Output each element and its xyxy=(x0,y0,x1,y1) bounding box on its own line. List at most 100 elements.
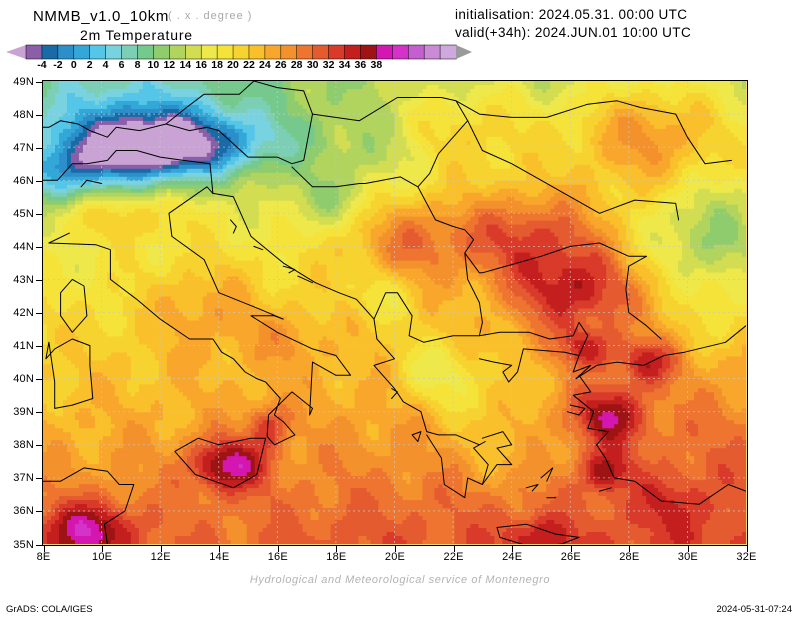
colorbar-bin xyxy=(200,44,218,60)
initialisation-time: initialisation: 2024.05.31. 00:00 UTC xyxy=(455,7,687,22)
colorbar-over-arrow xyxy=(456,45,472,59)
longitude-label: 16E xyxy=(268,551,288,563)
colorbar-bin xyxy=(169,44,186,60)
latitude-label: 37N xyxy=(0,472,34,484)
colorbar-tick-label: 8 xyxy=(135,59,141,71)
colorbar-tick-label: 26 xyxy=(275,59,287,71)
colorbar-tick-label: 2 xyxy=(87,59,93,71)
latitude-tick xyxy=(36,478,42,480)
colorbar-bin xyxy=(423,44,441,60)
colorbar-bin xyxy=(137,44,155,60)
latitude-tick xyxy=(36,114,42,116)
longitude-tick xyxy=(160,546,162,552)
latitude-label: 36N xyxy=(0,505,34,517)
longitude-label: 20E xyxy=(385,551,405,563)
latitude-label: 46N xyxy=(0,175,34,187)
longitude-label: 8E xyxy=(37,551,51,563)
colorbar-under-arrow xyxy=(6,45,26,59)
latitude-tick xyxy=(36,279,42,281)
latitude-label: 48N xyxy=(0,109,34,121)
colorbar-bin xyxy=(344,44,362,60)
longitude-tick xyxy=(570,546,572,552)
colorbar-bin xyxy=(89,44,107,60)
longitude-label: 14E xyxy=(209,551,229,563)
latitude-label: 47N xyxy=(0,142,34,154)
latitude-tick xyxy=(36,412,42,414)
colorbar-bin xyxy=(248,44,266,60)
colorbar-bin xyxy=(439,44,457,60)
field-title: 2m Temperature xyxy=(80,27,193,43)
colorbar-bin xyxy=(360,44,378,60)
colorbar-tick-label: 16 xyxy=(195,59,207,71)
longitude-label: 24E xyxy=(502,551,522,563)
longitude-label: 28E xyxy=(619,551,639,563)
latitude-label: 45N xyxy=(0,208,34,220)
colorbar-tick-label: 0 xyxy=(71,59,77,71)
longitude-tick xyxy=(746,546,748,552)
longitude-label: 26E xyxy=(561,551,581,563)
latitude-tick xyxy=(36,346,42,348)
longitude-tick xyxy=(102,546,104,552)
longitude-tick xyxy=(43,546,45,552)
latitude-tick xyxy=(36,511,42,513)
colorbar-tick-label: 4 xyxy=(103,59,109,71)
colorbar-bin xyxy=(376,44,393,60)
colorbar-tick-label: 30 xyxy=(307,59,319,71)
latitude-label: 39N xyxy=(0,406,34,418)
latitude-label: 49N xyxy=(0,76,34,88)
colorbar-bin xyxy=(57,44,75,60)
colorbar-bin xyxy=(296,44,314,60)
latitude-tick xyxy=(36,313,42,314)
temperature-colorbar xyxy=(6,44,472,60)
longitude-tick xyxy=(687,546,689,552)
render-timestamp: 2024-05-31-07:24 xyxy=(716,604,792,615)
colorbar-tick-label: 22 xyxy=(243,59,255,71)
latitude-label: 35N xyxy=(0,539,34,551)
longitude-tick xyxy=(336,546,338,552)
colorbar-tick-label: 12 xyxy=(163,59,175,71)
longitude-tick xyxy=(453,546,455,552)
colorbar-tick-label: 24 xyxy=(259,59,271,71)
colorbar-bin xyxy=(185,44,202,60)
colorbar-tick-label: 38 xyxy=(371,59,383,71)
colorbar-tick-label: 14 xyxy=(179,59,191,71)
longitude-label: 10E xyxy=(92,551,112,563)
colorbar-tick-labels: -4 -2 0 2 4 6 8 10 12 14 16 18 20 22 24 26 28 30 32 34 36 38 xyxy=(0,59,480,72)
latitude-label: 42N xyxy=(0,307,34,319)
longitude-label: 32E xyxy=(736,551,756,563)
latitude-label: 40N xyxy=(0,373,34,385)
colorbar-bin xyxy=(328,44,346,60)
colorbar-bin xyxy=(41,44,59,60)
colorbar-bin xyxy=(25,44,43,60)
coastlines-and-borders xyxy=(43,81,746,544)
latitude-tick xyxy=(36,379,42,381)
longitude-tick xyxy=(629,546,631,552)
colorbar-bin xyxy=(153,44,170,60)
colorbar-bin xyxy=(392,44,409,60)
longitude-tick xyxy=(277,546,279,552)
latitude-tick xyxy=(36,445,42,447)
colorbar-tick-label: 18 xyxy=(211,59,223,71)
latitude-tick xyxy=(36,180,42,182)
colorbar-bin xyxy=(73,44,91,60)
colorbar-tick-label: -2 xyxy=(53,59,62,71)
latitude-tick xyxy=(36,147,42,149)
latitude-label: 41N xyxy=(0,340,34,352)
longitude-label: 22E xyxy=(444,551,464,563)
units-note: ( . x . degree ) xyxy=(168,10,252,22)
colorbar-bin xyxy=(264,44,282,60)
longitude-tick xyxy=(219,546,221,552)
latitude-label: 43N xyxy=(0,274,34,286)
colorbar-tick-label: 28 xyxy=(291,59,303,71)
longitude-tick xyxy=(395,546,396,552)
colorbar-bin xyxy=(312,44,330,60)
map-plot-area xyxy=(42,80,748,546)
temperature-field xyxy=(43,81,746,544)
colorbar-tick-label: 6 xyxy=(119,59,125,71)
colorbar-tick-label: -4 xyxy=(37,59,46,71)
colorbar-bin xyxy=(280,44,298,60)
colorbar-bin xyxy=(232,44,250,60)
colorbar-tick-label: 36 xyxy=(355,59,367,71)
colorbar-bin xyxy=(407,44,425,60)
